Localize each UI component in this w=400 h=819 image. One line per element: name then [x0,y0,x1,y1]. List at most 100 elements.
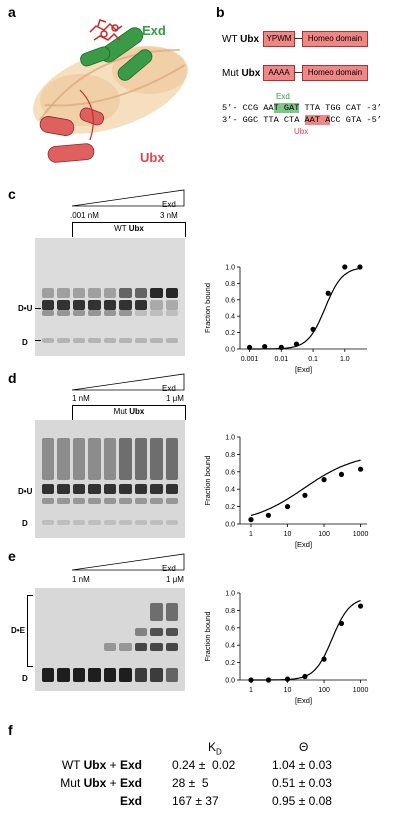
gel-band [134,520,148,525]
data-point [293,341,300,347]
data-point [248,517,254,523]
x-axis-label: [Exd] [295,540,312,549]
gel-band [165,628,179,636]
gel-band [41,300,55,310]
y-tick-label: 1.0 [225,591,235,598]
gel-band [134,288,148,298]
mut-ubx-construct-label: Mut Ubx [222,68,260,79]
gradient-label-e: Exd [162,564,176,573]
gel-band [134,484,148,494]
gel-band [134,643,148,651]
gel-band [150,438,163,480]
table-cell-theta: 0.95 ± 0.08 [272,794,332,808]
gel-band [41,498,55,504]
data-point [357,264,363,270]
gel-band [150,603,163,621]
gel-band [72,668,86,682]
gel-band [88,520,101,525]
x-tick-label: 1 [249,531,253,538]
bot-seq-part1: 3’- GGC TTA CTA [222,115,305,125]
data-point [321,656,327,662]
fit-curve [251,599,361,681]
mut-ubx-bold: Ubx [241,68,261,79]
dna-top-strand: 5’- CCG AAT GAT TTA TGG CAT -3’ [222,103,382,113]
table-cell-kd: 28 ± 5 [172,776,209,790]
data-point [310,326,316,332]
gel-band [150,310,163,316]
gel-band [103,498,117,504]
conc-low-e: 1 nM [72,575,90,584]
gel-band [41,520,55,525]
gradient-label-d: Exd [162,384,176,393]
y-tick-label: 1.0 [225,265,235,272]
gel-band [41,484,55,494]
gel-band [57,288,70,298]
gel-band [103,438,117,480]
x-tick-label: 100 [318,531,330,538]
gel-band [57,498,70,504]
y-tick-label: 0.8 [225,452,235,459]
panel-letter-c: c [8,186,16,202]
row-label-part: Ubx [83,758,107,772]
gel-band [103,643,117,651]
binding-curve-d: 0.0 0.2 0.4 0.6 0.8 1.0 1 10 100 1000 [Exd] Fractio… [200,432,375,557]
top-seq-part2: TTA TGG CAT -3’ [299,103,382,113]
row-label-part: + [106,758,120,772]
data-point [338,471,345,478]
gel-band [165,643,179,651]
row-label-part: Ubx [83,776,107,790]
x-tick-label: 0.1 [308,356,318,363]
gel-band [57,520,70,525]
data-point [357,466,364,472]
data-point [265,512,272,518]
conc-high-e: 1 μM [166,575,184,584]
gel-band [150,628,163,636]
gel-band [41,668,55,682]
data-point [321,477,327,483]
x-tick-label: 1000 [353,531,369,538]
gel-band [57,438,70,480]
gel-band [103,484,117,494]
gel-band [119,498,132,504]
fit-curve [250,459,361,517]
dna-bottom-strand: 3’- GGC TTA CTA AAT ACC GTA -5’ [222,115,382,125]
mut-prefix: Mut [222,68,242,79]
x-tick-label: 0.01 [274,356,288,363]
data-point [284,504,291,510]
bot-seq-ubx-site: AAT A [304,115,331,125]
top-seq-exd-site: T GAT [273,103,300,113]
band-label-d-c: D [22,338,28,347]
gel-band [88,288,101,298]
gel-band [119,288,132,298]
row-label-part: + [106,776,120,790]
exd-site-label: Exd [276,92,290,101]
y-tick-label: 0.4 [225,487,235,494]
gel-band [165,603,179,621]
gel-band [41,338,55,343]
y-tick-label: 0.0 [225,678,235,685]
gel-band [165,300,179,310]
panel-letter-b: b [216,4,225,20]
gel-image-c [35,238,185,356]
x-tick-label: 100 [318,687,330,694]
gel-band [88,310,101,316]
panel-letter-f: f [8,722,13,738]
data-point [248,677,254,683]
mut-motif-box: AAAA [263,65,295,81]
table-row-label: Mut Ubx + Exd [60,776,142,790]
gel-band [72,438,86,480]
gel-band [103,520,117,525]
gel-band [88,438,101,480]
gel-band [134,438,148,480]
gel-band [150,643,163,651]
gel-band [57,668,70,682]
conc-high-c: 3 nM [160,211,178,220]
gel-band [165,668,179,682]
gel-band [134,668,148,682]
gel-band [88,668,101,682]
x-axis-label: [Exd] [295,365,312,374]
gel-band [165,520,179,525]
x-tick-label: 10 [284,531,292,538]
ubx-site-label: Ubx [294,127,309,136]
gel-band [103,310,117,316]
